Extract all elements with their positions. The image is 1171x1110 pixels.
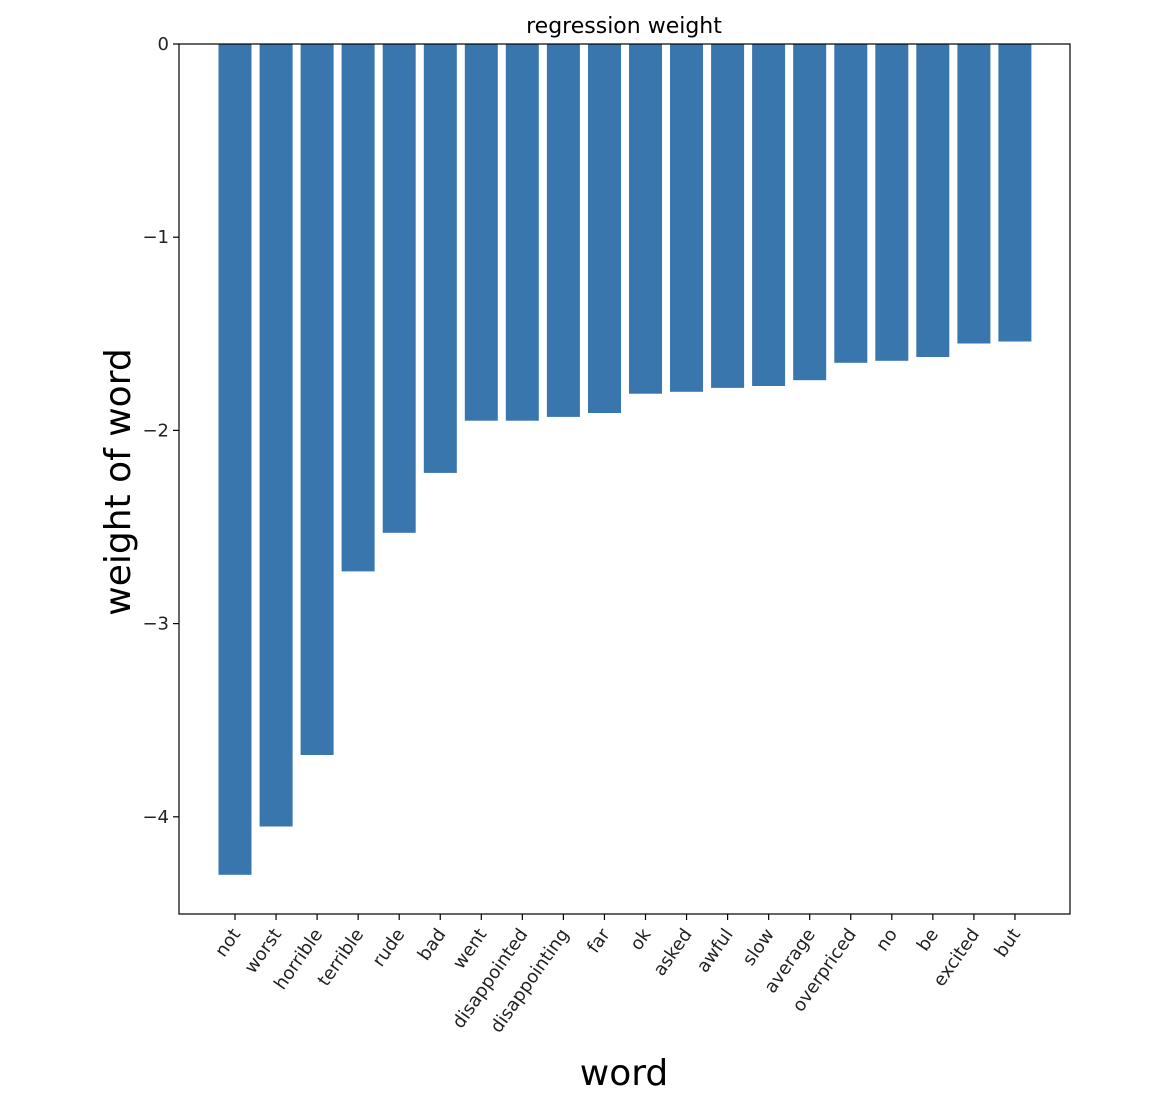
- y-tick-label: 0: [158, 34, 169, 55]
- bar-ok: [629, 44, 662, 394]
- y-axis: 0 −1 −2 −3 −4: [142, 34, 179, 828]
- bar-overpriced: [834, 44, 868, 363]
- bar-no: [875, 44, 909, 361]
- bar-bad: [423, 44, 457, 473]
- y-tick-label: −1: [142, 227, 169, 248]
- x-tick-label-rude: rude: [368, 925, 409, 971]
- bar-disappointed: [505, 44, 539, 421]
- bar-asked: [670, 44, 703, 392]
- bar-horrible: [300, 44, 334, 755]
- bar-average: [793, 44, 827, 381]
- bar-be: [916, 44, 950, 357]
- bars-group: [218, 44, 1032, 875]
- plot-frame: [178, 43, 1071, 915]
- x-tick-label-far: far: [583, 924, 615, 957]
- x-tick-label-asked: asked: [649, 925, 696, 980]
- y-axis-label: weight of word: [98, 348, 139, 615]
- bar-awful: [711, 44, 745, 388]
- x-tick-label-be: be: [913, 925, 943, 955]
- y-tick-label: −2: [142, 420, 169, 441]
- bar-disappointing: [546, 44, 580, 417]
- x-tick-label-but: but: [991, 925, 1025, 962]
- x-tick-label-slow: slow: [739, 925, 779, 970]
- bar-terrible: [341, 44, 375, 572]
- x-axis-label: word: [580, 1053, 669, 1094]
- chart-title: regression weight: [526, 14, 722, 39]
- bar-worst: [259, 44, 293, 827]
- x-tick-label-awful: awful: [693, 925, 738, 977]
- y-tick-label: −3: [142, 614, 169, 635]
- bar-but: [998, 44, 1032, 342]
- bar-rude: [382, 44, 416, 533]
- bar-went: [464, 44, 498, 421]
- bar-excited: [957, 44, 991, 344]
- bar-not: [218, 44, 252, 875]
- bar-far: [588, 44, 621, 413]
- x-tick-label-bad: bad: [414, 925, 451, 965]
- x-tick-label-no: no: [872, 925, 902, 955]
- bar-slow: [752, 44, 786, 386]
- y-tick-label: −4: [142, 807, 169, 828]
- x-tick-label-ok: ok: [626, 924, 656, 954]
- x-tick-label-not: not: [211, 925, 245, 961]
- x-tick-label-went: went: [449, 925, 492, 973]
